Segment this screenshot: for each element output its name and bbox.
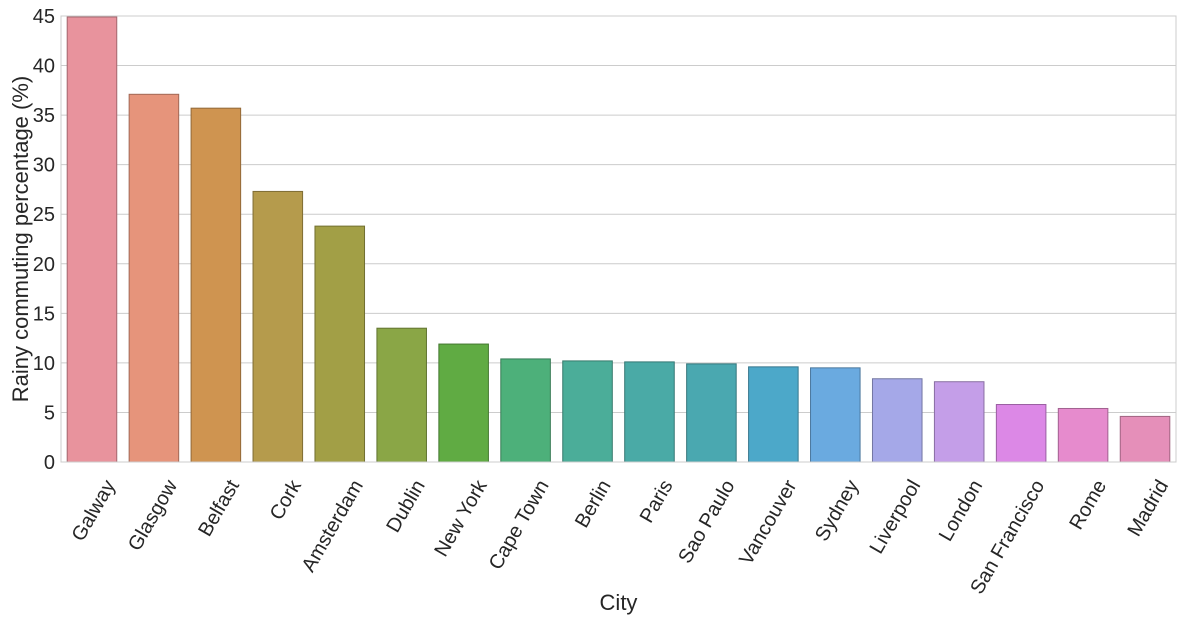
x-tick-label: Rome: [1065, 476, 1111, 533]
x-tick-label: Vancouver: [735, 476, 801, 569]
x-tick-label: Cape Town: [485, 476, 554, 573]
bar-sao-paulo: [686, 363, 737, 463]
bar-cape-town: [500, 358, 551, 463]
bar-glasgow: [128, 93, 180, 463]
x-tick-label: London: [935, 476, 987, 545]
x-tick-label: New York: [430, 475, 492, 560]
x-tick-label: Berlin: [571, 476, 616, 531]
y-tick-label: 35: [33, 105, 55, 127]
y-tick-label: 0: [44, 452, 55, 474]
bar-cork: [252, 190, 304, 463]
plot-frame: [60, 15, 1177, 463]
x-tick-label: Dublin: [382, 476, 429, 536]
x-tick-label: Paris: [636, 476, 678, 526]
y-tick-label: 5: [44, 402, 55, 424]
bar-vancouver: [748, 366, 799, 463]
bar-madrid: [1119, 415, 1171, 463]
x-tick-label: Amsterdam: [298, 476, 368, 576]
x-tick-label: Glasgow: [124, 476, 182, 555]
x-tick-label: Liverpool: [866, 476, 926, 557]
bar-paris: [624, 361, 675, 463]
bar-london: [933, 381, 985, 463]
bar-rome: [1057, 407, 1109, 463]
bar-sydney: [810, 367, 861, 463]
bar-berlin: [562, 360, 613, 463]
x-tick-label: Madrid: [1124, 476, 1174, 540]
y-tick-label: 10: [33, 353, 55, 375]
bar-dublin: [376, 327, 427, 463]
y-tick-label: 25: [33, 204, 55, 226]
bar-liverpool: [871, 378, 923, 463]
bar-san-francisco: [995, 404, 1047, 463]
y-tick-label: 45: [33, 6, 55, 28]
y-axis-title: Rainy commuting percentage (%): [8, 76, 33, 402]
x-tick-label: Belfast: [194, 476, 244, 540]
x-tick-label: Sydney: [811, 476, 863, 545]
x-tick-label: Galway: [68, 476, 120, 545]
y-tick-labels: 0 5 10 15 20 25 30 35 40 45: [33, 6, 55, 474]
y-tick-label: 20: [33, 254, 55, 276]
y-tick-label: 15: [33, 303, 55, 325]
x-tick-label: Cork: [266, 475, 307, 523]
x-tick-label: Sao Paulo: [674, 476, 739, 567]
bar-new-york: [438, 343, 489, 463]
y-tick-label: 40: [33, 56, 55, 78]
bars: [66, 16, 1171, 463]
bar-galway: [66, 16, 118, 463]
bar-belfast: [190, 107, 242, 463]
x-axis-title: City: [600, 590, 638, 615]
bar-amsterdam: [314, 225, 366, 463]
y-tick-label: 30: [33, 155, 55, 177]
